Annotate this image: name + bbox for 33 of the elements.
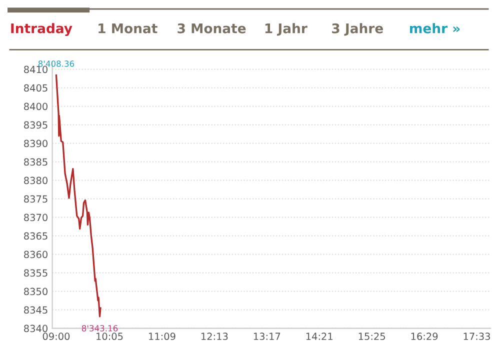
y-tick-label: 8395 (24, 121, 48, 129)
x-tick-label: 17:33 (464, 332, 490, 340)
y-tick-label: 8400 (24, 102, 48, 110)
x-tick-label: 12:13 (202, 332, 228, 340)
text: 1 Monat (98, 24, 158, 34)
x-tick-label: 14:21 (306, 332, 332, 340)
x-tick-label: 15:25 (358, 332, 385, 340)
y-tick-label: 8405 (24, 84, 48, 92)
text: mehr » (410, 23, 460, 34)
y-tick-label: 8355 (24, 269, 48, 277)
x-tick-label: 11:09 (149, 332, 176, 340)
y-tick-label: 8410 (24, 66, 48, 74)
y-tick-label: 8385 (24, 158, 48, 166)
text: 3 Jahre (332, 23, 383, 36)
y-tick-label: 8375 (24, 195, 48, 203)
text: 1 Jahr (265, 23, 308, 36)
y-tick-label: 8345 (24, 306, 48, 314)
x-tick-label: 09:00 (42, 332, 70, 340)
y-tick-label: 8360 (24, 250, 48, 258)
annotation: 8'408.36 (38, 60, 74, 67)
x-tick-label: 10:05 (96, 332, 123, 340)
y-tick-label: 8350 (24, 288, 48, 296)
annotation: 8'343.16 (82, 325, 118, 332)
text: Intraday (11, 23, 72, 36)
line-series (55, 74, 102, 318)
y-tick-label: 8370 (24, 214, 48, 222)
text: 3 Monate (178, 23, 246, 34)
x-tick-label: 16:29 (411, 332, 438, 340)
y-tick-label: 8380 (24, 176, 48, 184)
x-tick-label: 13:17 (254, 332, 280, 340)
y-tick-label: 8340 (24, 324, 48, 332)
y-tick-label: 8365 (24, 232, 48, 240)
y-tick-label: 8390 (24, 140, 48, 148)
